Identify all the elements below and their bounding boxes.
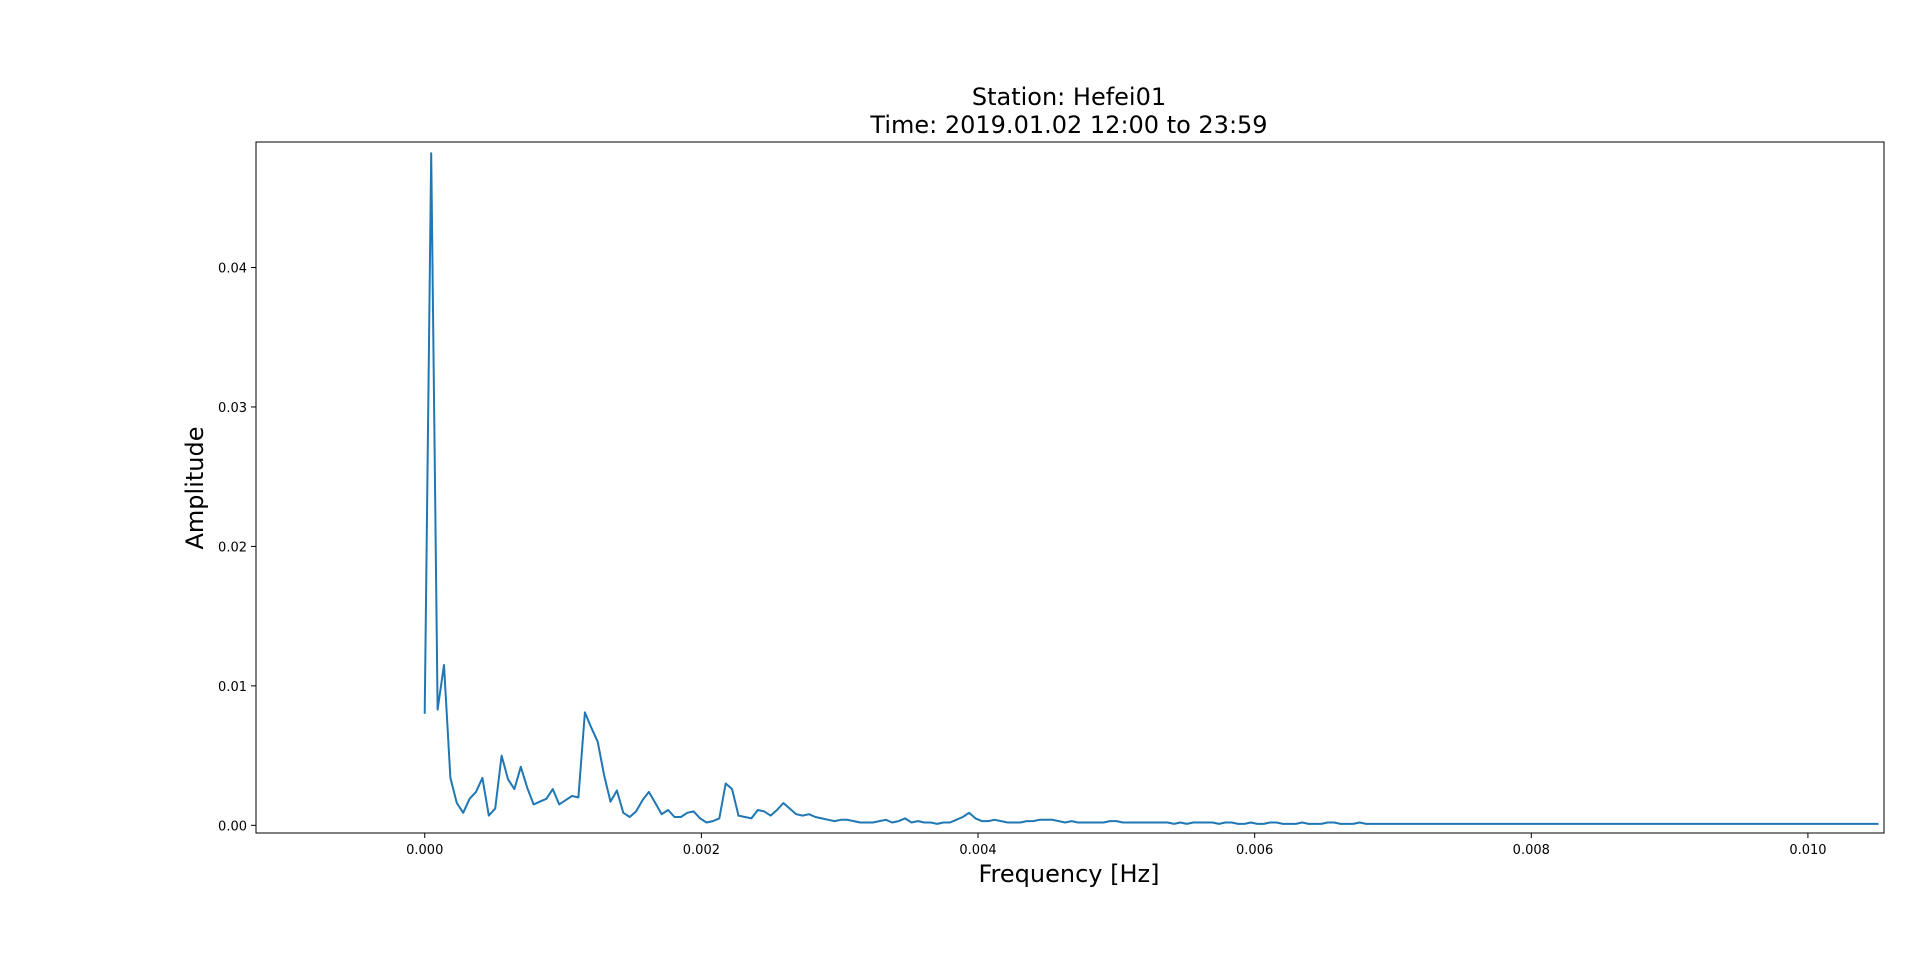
chart-title: Station: Hefei01: [972, 83, 1166, 111]
x-tick-label: 0.006: [1236, 843, 1273, 858]
y-axis-label: Amplitude: [181, 427, 209, 550]
plot-frame: [255, 141, 1885, 834]
x-axis: 0.000 0.002 0.004 0.006 0.008 0.010: [406, 833, 1827, 858]
y-tick-label: 0.03: [218, 401, 247, 416]
x-tick-label: 0.004: [959, 843, 996, 858]
chart-subtitle: Time: 2019.01.02 12:00 to 23:59: [869, 111, 1267, 139]
x-tick-label: 0.008: [1513, 843, 1550, 858]
x-axis-label: Frequency [Hz]: [979, 860, 1160, 888]
y-axis: 0.00 0.01 0.02 0.03 0.04: [218, 262, 256, 834]
y-tick-label: 0.04: [218, 262, 247, 277]
x-tick-label: 0.002: [683, 843, 720, 858]
x-tick-label: 0.000: [406, 843, 443, 858]
y-tick-label: 0.01: [218, 680, 247, 695]
x-tick-label: 0.010: [1789, 843, 1826, 858]
series-line: [423, 152, 1879, 825]
y-tick-label: 0.02: [218, 540, 247, 555]
y-tick-label: 0.00: [218, 819, 247, 834]
